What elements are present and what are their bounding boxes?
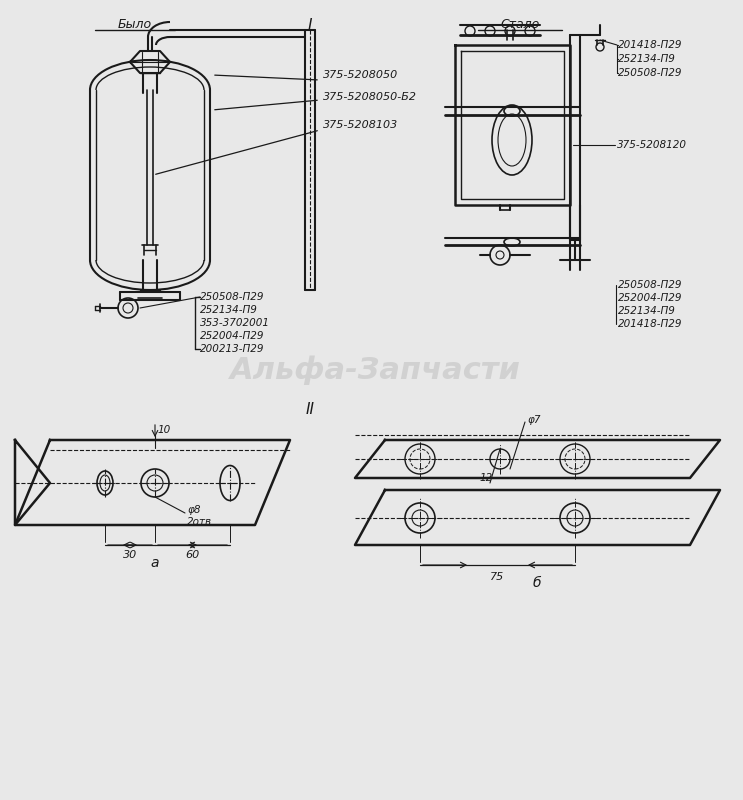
Text: 250508-П29: 250508-П29: [618, 280, 683, 290]
Text: 12: 12: [480, 473, 493, 483]
Text: 252004-П29: 252004-П29: [200, 331, 265, 341]
Text: 375-5208120: 375-5208120: [617, 140, 687, 150]
Text: 201418-П29: 201418-П29: [618, 40, 683, 50]
Text: Стало: Стало: [500, 18, 539, 31]
Text: 201418-П29: 201418-П29: [618, 319, 683, 329]
Text: 252134-П9: 252134-П9: [200, 305, 258, 315]
Text: б: б: [533, 576, 541, 590]
Text: 200213-П29: 200213-П29: [200, 344, 265, 354]
Text: II: II: [305, 402, 314, 418]
Text: 60: 60: [185, 550, 199, 560]
Text: а: а: [151, 556, 159, 570]
Text: 252004-П29: 252004-П29: [618, 293, 683, 303]
Text: 375-5208050-Б2: 375-5208050-Б2: [323, 92, 417, 102]
Text: 252134-П9: 252134-П9: [618, 306, 676, 316]
Text: 250508-П29: 250508-П29: [618, 68, 683, 78]
Text: 375-5208103: 375-5208103: [323, 120, 398, 130]
Text: 75: 75: [490, 572, 504, 582]
Text: 30: 30: [123, 550, 137, 560]
Text: φ8
2отв: φ8 2отв: [187, 505, 212, 526]
Text: Альфа-Запчасти: Альфа-Запчасти: [230, 355, 520, 385]
Text: 250508-П29: 250508-П29: [200, 292, 265, 302]
Text: I: I: [308, 18, 312, 33]
Text: 10: 10: [157, 425, 170, 435]
Text: 353-3702001: 353-3702001: [200, 318, 270, 328]
Text: 375-5208050: 375-5208050: [323, 70, 398, 80]
Text: Было: Было: [118, 18, 152, 31]
Text: 252134-П9: 252134-П9: [618, 54, 676, 64]
Text: φ7: φ7: [527, 415, 540, 425]
